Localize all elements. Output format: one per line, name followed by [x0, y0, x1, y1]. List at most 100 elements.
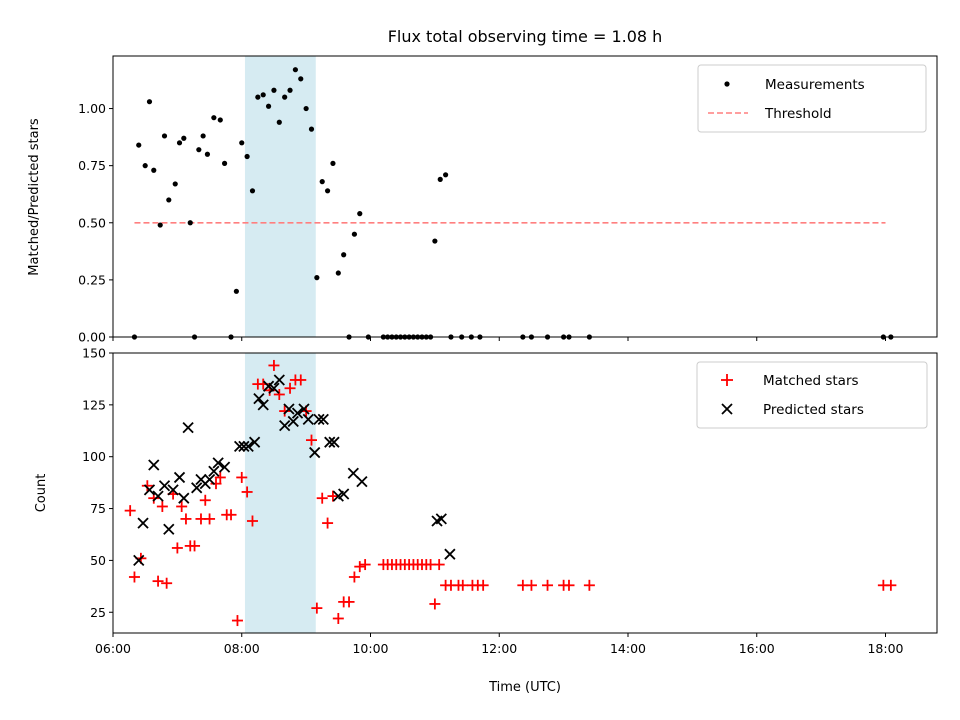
measurement-point	[211, 115, 217, 121]
x-tick-label: 12:00	[481, 641, 517, 656]
measurement-point	[172, 181, 178, 187]
predicted-star-point	[338, 488, 350, 500]
legend-measurements-marker	[724, 81, 730, 87]
measurement-point	[166, 197, 172, 203]
matched-star-point	[311, 602, 323, 614]
predicted-star-point	[268, 382, 280, 394]
measurement-point	[351, 231, 358, 237]
measurement-point	[176, 140, 183, 146]
bottom-panel: 25 50 75 100 125 150 06:00 08:00 10:00 12:00 14:0…	[34, 346, 938, 695]
measurement-point	[335, 270, 341, 276]
predicted-star-point	[152, 490, 164, 502]
bottom-legend-box	[696, 361, 928, 429]
measurement-point	[357, 211, 363, 217]
measurement-point	[443, 172, 449, 178]
measurement-point	[233, 288, 239, 294]
predicted-star-point	[248, 436, 261, 448]
predicted-star-point	[148, 459, 160, 471]
top-y-axis-label: Matched/Predicted stars	[27, 118, 42, 276]
top-panel: 0.00 0.25 0.50 0.75 1.00 Matched/Predicted s…	[27, 55, 938, 345]
top-legend-box	[697, 64, 927, 133]
predicted-star-point	[309, 446, 321, 459]
predicted-star-point	[279, 419, 291, 432]
predicted-star-point	[317, 413, 329, 426]
predicted-star-point	[158, 480, 171, 492]
predicted-star-point	[143, 484, 156, 496]
matched-star-point	[152, 575, 164, 587]
measurement-point	[244, 153, 250, 160]
matched-star-point	[180, 513, 192, 525]
x-axis-label: Time (UTC)	[488, 680, 561, 695]
predicted-star-point	[242, 440, 254, 452]
chart-title: Flux total observing time = 1.08 h	[388, 27, 663, 46]
predicted-star-point	[257, 399, 269, 411]
predicted-star-point	[173, 471, 186, 484]
bottom-y-axis-label: Count	[34, 474, 49, 513]
matched-star-point	[210, 478, 222, 490]
predicted-star-point	[302, 413, 314, 426]
matched-star-point	[477, 579, 489, 591]
measurement-point	[151, 167, 157, 173]
measurement-point	[217, 117, 223, 123]
matched-star-point	[124, 505, 136, 517]
bottom-y-tick-label: 150	[82, 346, 106, 361]
bottom-y-tick-label: 75	[90, 501, 106, 516]
top-y-tick-label: 1.00	[78, 101, 106, 116]
top-y-tick-label: 0.25	[78, 272, 106, 287]
matched-star-point	[332, 612, 344, 624]
matched-star-point	[284, 382, 296, 394]
measurement-point	[260, 92, 266, 98]
top-y-tick-label: 0.50	[78, 215, 106, 230]
measurement-point	[298, 76, 304, 82]
predicted-stars-points	[133, 374, 456, 567]
predicted-star-point	[291, 407, 304, 419]
predicted-star-point	[178, 492, 190, 504]
predicted-star-point	[298, 403, 310, 415]
predicted-star-point	[347, 467, 359, 479]
bottom-y-ticks: 25 50 75 100 125 150	[82, 346, 113, 620]
matched-star-point	[156, 500, 168, 512]
matched-star-point	[141, 480, 153, 492]
matched-star-point	[343, 596, 355, 608]
measurement-point	[324, 188, 331, 194]
predicted-star-point	[133, 554, 145, 567]
matched-star-point	[295, 374, 307, 386]
legend-measurements-label: Measurements	[765, 77, 865, 93]
measurement-point	[341, 252, 347, 258]
measurement-point	[303, 105, 309, 112]
predicted-star-point	[253, 392, 265, 405]
measurement-point	[181, 135, 187, 141]
measurement-point	[136, 142, 142, 148]
legend-predicted-marker	[721, 403, 733, 415]
predicted-star-point	[203, 473, 216, 486]
matched-star-point	[199, 494, 211, 506]
measurement-point	[200, 133, 206, 139]
matched-star-point	[189, 540, 201, 552]
bottom-y-tick-label: 125	[82, 397, 106, 412]
predicted-star-point	[287, 415, 299, 428]
matched-star-point	[225, 509, 237, 521]
measurement-point	[282, 94, 288, 100]
measurement-point	[319, 179, 325, 185]
measurement-point	[314, 275, 320, 281]
measurement-point	[196, 147, 202, 153]
measurement-point	[142, 163, 148, 169]
matched-star-point	[359, 559, 371, 571]
legend-threshold-label: Threshold	[764, 106, 832, 122]
predicted-star-point	[273, 374, 285, 386]
matched-star-point	[457, 579, 469, 591]
top-y-tick-label: 0.75	[78, 158, 106, 173]
matched-star-point	[525, 579, 537, 591]
matched-star-point	[231, 615, 243, 627]
measurement-point	[287, 87, 293, 93]
matched-star-point	[327, 490, 339, 502]
predicted-star-point	[444, 548, 456, 560]
predicted-star-point	[163, 523, 175, 535]
top-highlight-band	[244, 56, 316, 337]
top-y-tick-label: 0.00	[78, 330, 106, 345]
matched-star-point	[268, 359, 280, 371]
matched-star-point	[563, 579, 575, 591]
top-x-ticks	[112, 337, 886, 341]
predicted-star-point	[167, 484, 179, 496]
